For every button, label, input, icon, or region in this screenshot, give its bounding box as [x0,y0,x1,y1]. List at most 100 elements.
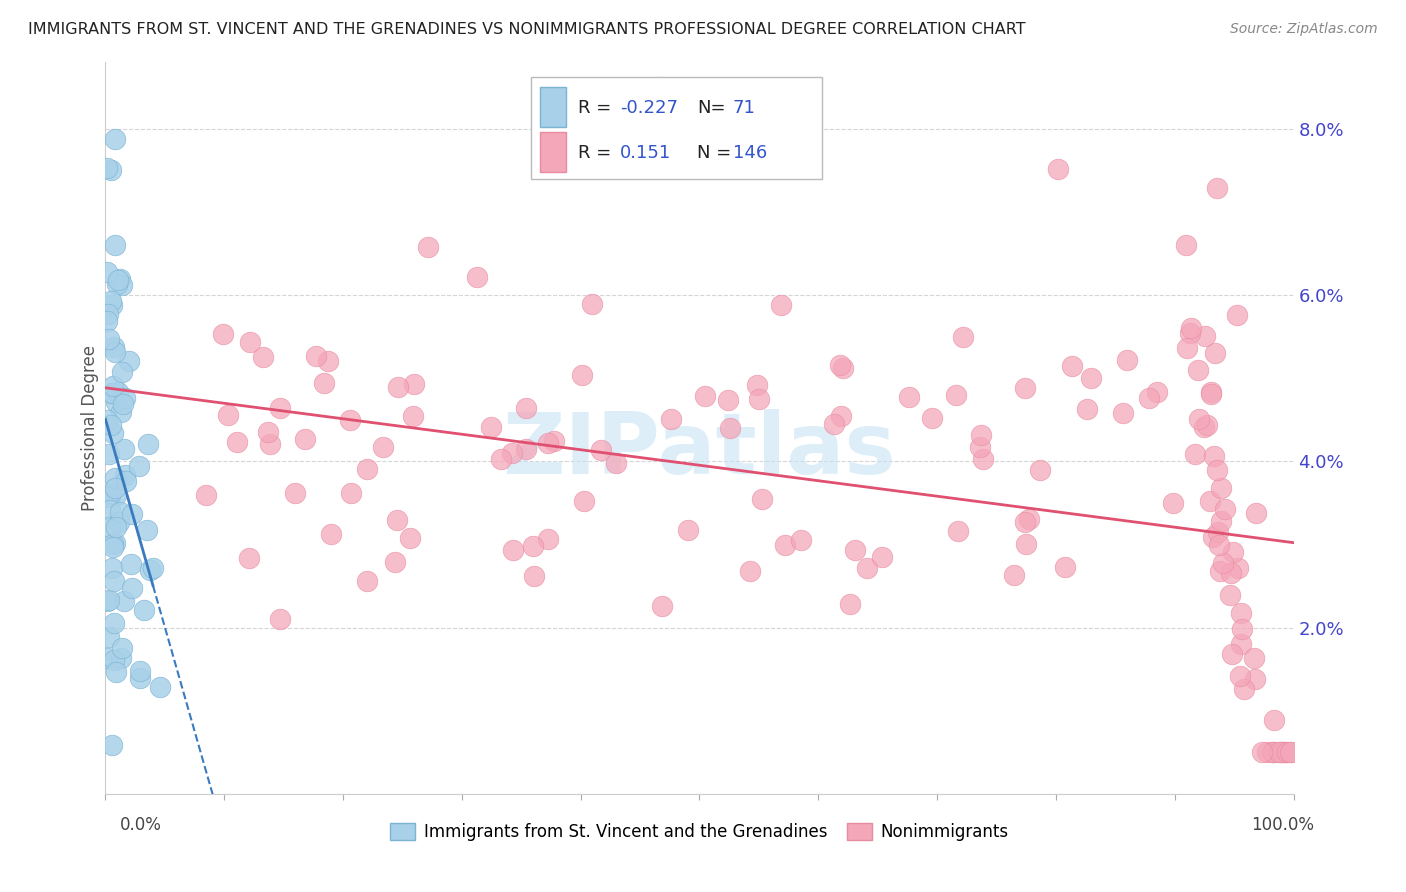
Point [748,392,770,406]
Point [128,459,150,474]
Point [589,443,612,458]
Point [100,163,122,178]
Point [751,491,773,506]
Point [465,270,488,285]
Point [1267,745,1289,759]
Point [969,441,991,455]
Point [136,437,159,451]
Point [832,361,855,376]
Point [1243,672,1265,686]
Point [1018,512,1040,526]
Point [111,641,134,656]
Point [387,380,409,394]
Point [103,653,125,667]
Point [921,410,943,425]
Point [1261,745,1284,759]
Point [107,384,129,399]
Text: IMMIGRANTS FROM ST. VINCENT AND THE GRENADINES VS NONIMMIGRANTS PROFESSIONAL DEG: IMMIGRANTS FROM ST. VINCENT AND THE GREN… [28,22,1026,37]
Point [1271,745,1294,759]
Point [1261,745,1284,759]
Point [1277,745,1299,759]
Point [1047,161,1070,176]
Point [1188,412,1211,426]
Point [1202,530,1225,544]
Point [1146,385,1168,400]
Point [773,537,796,551]
Point [789,533,811,548]
Point [97,630,120,644]
Point [769,298,792,312]
Point [356,574,378,588]
Point [952,330,974,344]
Point [96,314,118,328]
Point [651,599,673,614]
Point [105,488,128,502]
Point [305,349,328,363]
Point [856,561,879,575]
Point [870,549,893,564]
Point [515,401,537,415]
Point [1080,371,1102,385]
Point [340,485,363,500]
Point [1180,321,1202,335]
Point [1229,668,1251,682]
Point [105,520,128,534]
Text: 100.0%: 100.0% [1251,816,1315,834]
Point [1208,538,1230,552]
Point [1053,560,1076,574]
Point [1230,623,1253,637]
Point [104,345,127,359]
Point [100,294,122,309]
Text: N =: N = [697,145,731,162]
Point [581,296,603,310]
Point [695,389,717,403]
Point [1137,391,1160,405]
Point [132,603,155,617]
Point [105,395,128,409]
Point [339,413,361,427]
Point [1115,353,1137,368]
Point [416,240,439,254]
Point [1002,567,1025,582]
Point [1209,564,1232,578]
Point [1212,557,1234,571]
Text: 146: 146 [733,145,768,162]
Point [945,387,967,401]
Point [740,564,762,578]
Point [121,507,143,521]
Point [1271,745,1294,759]
Point [101,385,124,400]
Point [96,651,118,665]
Point [149,680,172,694]
Point [537,532,560,546]
Point [318,353,340,368]
Point [605,456,627,470]
Point [1226,309,1249,323]
Point [118,354,141,368]
Point [522,539,544,553]
Point [1244,506,1267,520]
Point [946,524,969,538]
Point [1199,387,1222,401]
Point [1226,561,1249,575]
Point [479,420,502,434]
Point [1029,462,1052,476]
Point [98,503,121,517]
Point [110,405,132,419]
Text: N=: N= [697,99,725,117]
Point [830,409,852,424]
Point [371,440,394,454]
Point [97,592,120,607]
Point [1268,745,1291,759]
Point [523,569,546,583]
Point [1076,401,1098,416]
Point [269,612,291,626]
Point [139,563,162,577]
Legend: Immigrants from St. Vincent and the Grenadines, Nonimmigrants: Immigrants from St. Vincent and the Gren… [384,816,1015,847]
Point [114,467,136,482]
Point [294,432,316,446]
Point [1278,745,1301,759]
Point [1187,362,1209,376]
Point [1192,419,1215,434]
Point [96,413,118,427]
